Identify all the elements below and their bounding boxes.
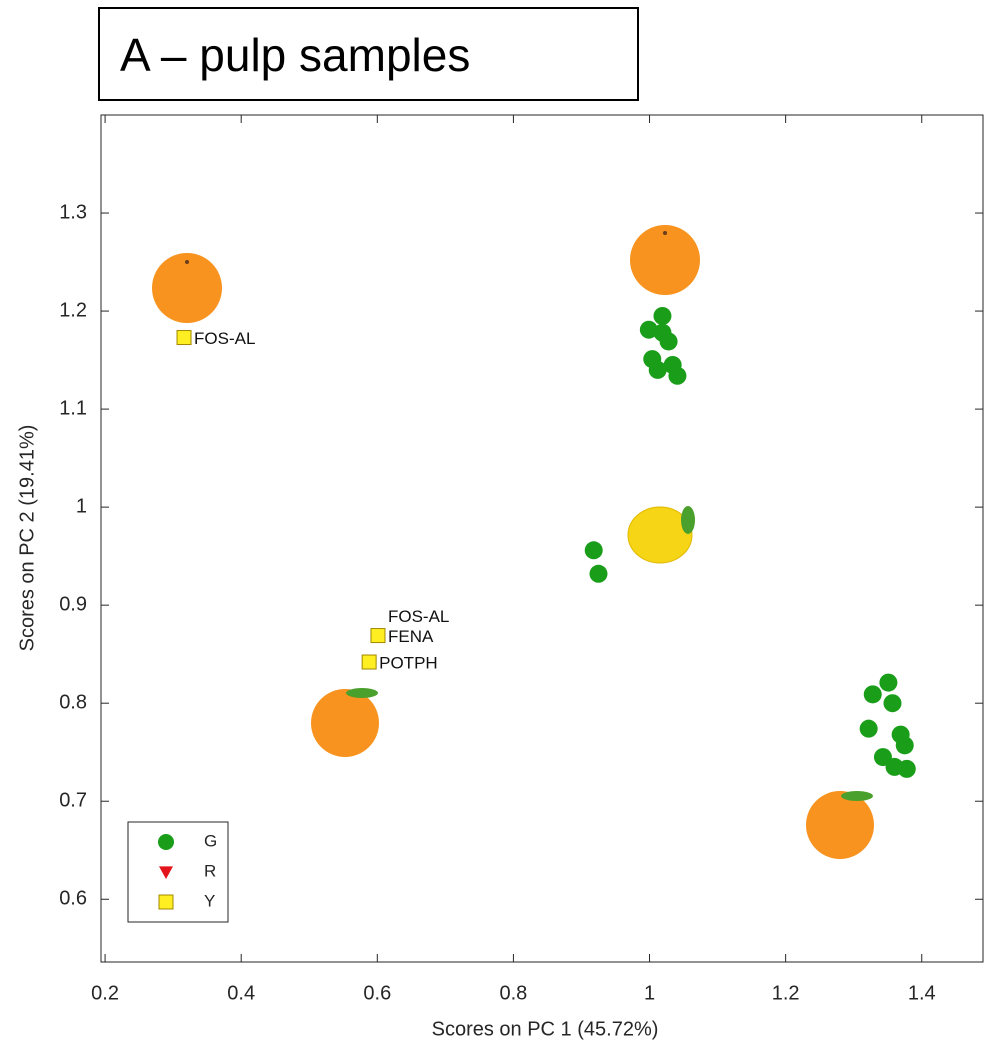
title-box xyxy=(98,7,639,101)
point xyxy=(863,685,882,704)
point xyxy=(584,541,603,560)
y-tick-label: 0.7 xyxy=(59,790,87,812)
x-tick-label: 0.8 xyxy=(500,982,528,1004)
legend-label: G xyxy=(204,831,217,850)
y-tick-label: 0.9 xyxy=(59,593,87,615)
point xyxy=(653,306,672,325)
point-label: FOS-AL xyxy=(388,607,449,626)
y-tick-label: 1.2 xyxy=(59,299,87,321)
x-tick-label: 1.4 xyxy=(908,982,936,1004)
y-tick-label: 1.3 xyxy=(59,201,87,223)
y-axis-label: Scores on PC 2 (19.41%) xyxy=(16,425,38,652)
x-tick-label: 1.2 xyxy=(772,982,800,1004)
point xyxy=(361,654,377,670)
point xyxy=(589,564,608,583)
point xyxy=(879,673,898,692)
point xyxy=(895,736,914,755)
y-tick-label: 1.1 xyxy=(59,397,87,419)
legend-marker xyxy=(158,894,174,910)
legend-box xyxy=(127,821,229,923)
legend-marker xyxy=(159,866,173,879)
y-tick-label: 0.8 xyxy=(59,691,87,713)
point-label: POTPH xyxy=(379,654,438,673)
point-label: FENA xyxy=(388,627,434,646)
point xyxy=(659,332,678,351)
legend-label: R xyxy=(204,861,216,880)
fruit-icons xyxy=(152,225,874,859)
point xyxy=(883,694,902,713)
y-tick-label: 1 xyxy=(76,495,87,517)
point xyxy=(859,719,878,738)
x-tick-label: 1 xyxy=(644,982,655,1004)
point xyxy=(648,360,667,379)
y-tick-label: 0.6 xyxy=(59,888,87,910)
x-axis-label: Scores on PC 1 (45.72%) xyxy=(432,1018,659,1040)
x-tick-label: 0.6 xyxy=(363,982,391,1004)
point xyxy=(668,366,687,385)
legend-marker xyxy=(158,834,174,850)
legend-label: Y xyxy=(204,891,215,910)
chart-title: A – pulp samples xyxy=(120,29,470,81)
x-tick-label: 0.4 xyxy=(227,982,255,1004)
point xyxy=(370,628,386,644)
x-tick-label: 0.2 xyxy=(91,982,119,1004)
point xyxy=(897,759,916,778)
point xyxy=(176,330,192,346)
point-label: FOS-AL xyxy=(194,329,255,348)
point xyxy=(639,320,658,339)
